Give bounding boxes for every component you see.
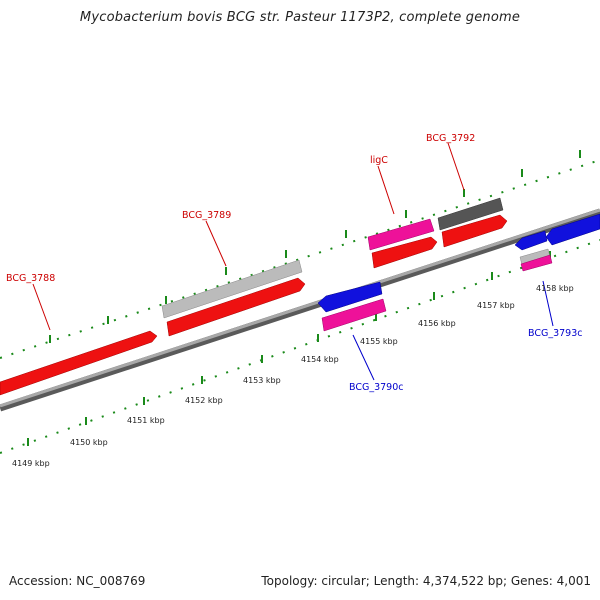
tick-label-4155: 4155 kbp xyxy=(360,337,398,346)
major-ticks xyxy=(27,150,581,446)
gene-bcg-3792[interactable] xyxy=(441,214,508,248)
gene-label-bcg-3792[interactable]: BCG_3792 xyxy=(426,133,475,144)
gene-ligc[interactable] xyxy=(371,236,438,269)
tick-label-4152: 4152 kbp xyxy=(185,396,223,405)
gene-bcg-3793c-left[interactable] xyxy=(514,230,548,251)
tick-label-4157: 4157 kbp xyxy=(477,301,515,310)
genome-backbone-shadow xyxy=(0,208,600,412)
tick-label-4150: 4150 kbp xyxy=(70,438,108,447)
gene-label-bcg-3788[interactable]: BCG_3788 xyxy=(6,273,55,284)
gene-label-ligc[interactable]: ligC xyxy=(370,155,388,166)
tick-label-4154: 4154 kbp xyxy=(301,355,339,364)
forward-gene-features xyxy=(0,214,508,396)
gene-labels: BCG_3788 BCG_3789 ligC BCG_3792 BCG_3790… xyxy=(6,133,583,393)
label-leader-lines xyxy=(32,142,554,381)
feature-dark-gray[interactable] xyxy=(437,197,504,231)
map-title: Mycobacterium bovis BCG str. Pasteur 117… xyxy=(79,10,521,25)
genome-backbone xyxy=(0,208,600,408)
gene-bcg-3789[interactable] xyxy=(166,277,306,337)
feature-pink-ligc[interactable] xyxy=(367,218,435,251)
gene-bcg-3788[interactable] xyxy=(0,330,158,396)
feature-pink-lower[interactable] xyxy=(321,298,387,332)
tick-labels: 4149 kbp 4150 kbp 4151 kbp 4152 kbp 4153… xyxy=(12,284,574,468)
upper-tick-track xyxy=(0,159,600,359)
gene-label-bcg-3789[interactable]: BCG_3789 xyxy=(182,210,231,221)
pink-features xyxy=(321,218,553,332)
reverse-gene-features xyxy=(317,213,600,313)
tick-label-4149: 4149 kbp xyxy=(12,459,50,468)
gray-features xyxy=(161,197,551,319)
accession-label: Accession: NC_008769 xyxy=(9,574,146,588)
genome-summary: Topology: circular; Length: 4,374,522 bp… xyxy=(261,574,591,588)
gene-label-bcg-3790c[interactable]: BCG_3790c xyxy=(349,382,404,393)
gene-bcg-3793c-right[interactable] xyxy=(545,213,600,246)
feature-pink-small[interactable] xyxy=(520,254,553,272)
tick-label-4158: 4158 kbp xyxy=(536,284,574,293)
tick-label-4153: 4153 kbp xyxy=(243,376,281,385)
gene-label-bcg-3793c[interactable]: BCG_3793c xyxy=(528,328,583,339)
tick-label-4151: 4151 kbp xyxy=(127,416,165,425)
gene-bcg-3790c[interactable] xyxy=(317,281,383,313)
feature-light-gray[interactable] xyxy=(161,259,303,319)
tick-label-4156: 4156 kbp xyxy=(418,319,456,328)
